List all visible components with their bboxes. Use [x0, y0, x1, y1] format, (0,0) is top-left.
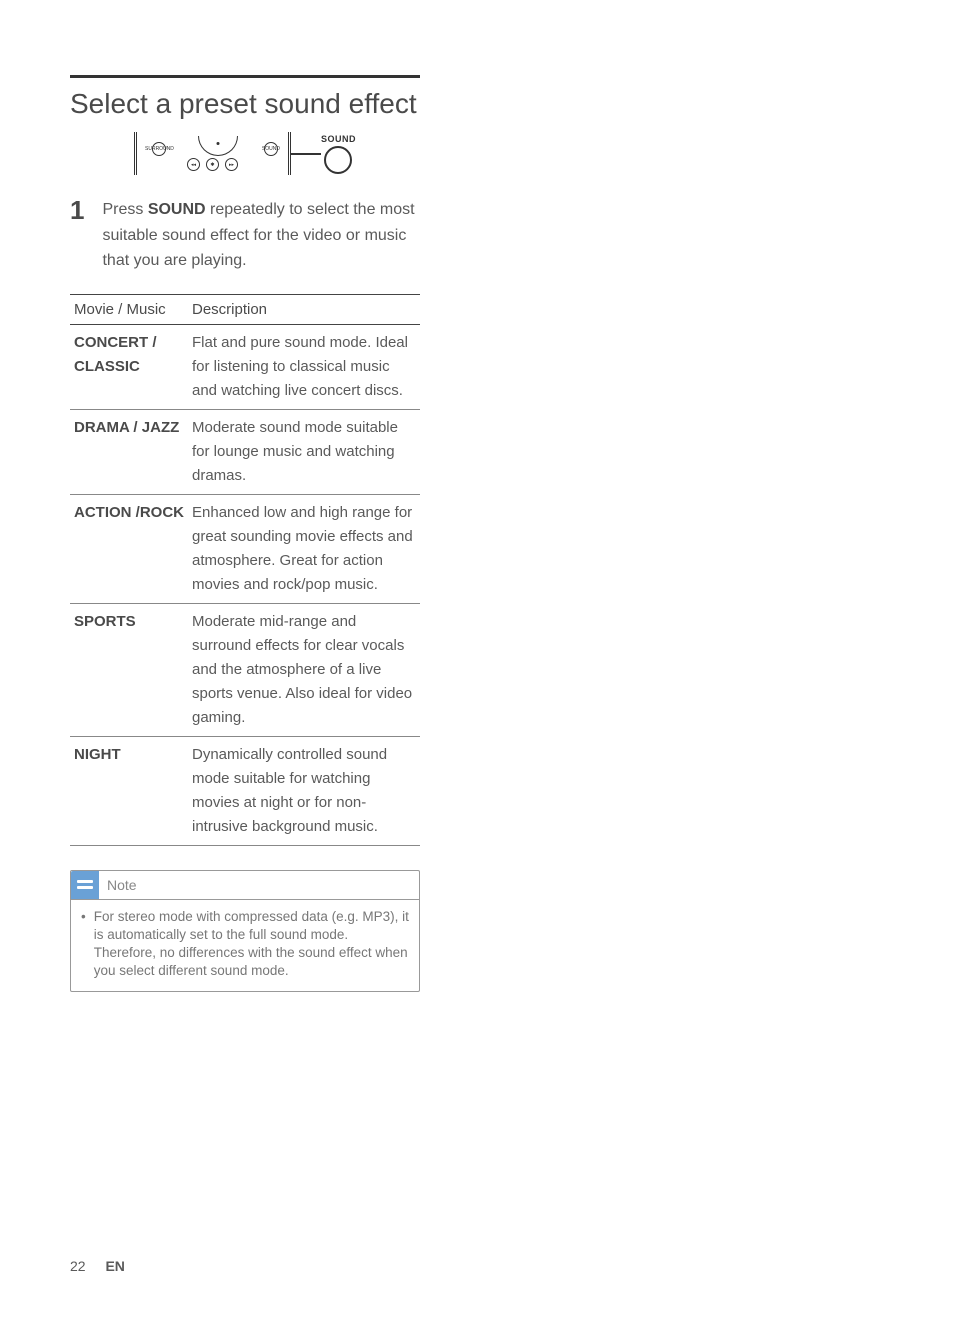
table-row: NIGHT Dynamically controlled sound mode … [70, 736, 420, 845]
table-cell-mode: ACTION /ROCK [70, 494, 188, 603]
note-body: • For stereo mode with compressed data (… [71, 899, 419, 991]
table-row: ACTION /ROCK Enhanced low and high range… [70, 494, 420, 603]
table-cell-mode: NIGHT [70, 736, 188, 845]
table-header-desc: Description [188, 294, 420, 324]
step-bold: SOUND [148, 201, 206, 218]
page-footer: 22 EN [70, 1258, 125, 1274]
remote-small-button-icon: ◂◂ [187, 158, 200, 171]
note-box: Note • For stereo mode with compressed d… [70, 870, 420, 992]
table-cell-desc: Moderate mid-range and surround effects … [188, 603, 420, 736]
page-lang: EN [105, 1258, 124, 1274]
table-row: CONCERT / CLASSIC Flat and pure sound mo… [70, 324, 420, 409]
remote-arc-icon [198, 136, 238, 156]
note-text: For stereo mode with compressed data (e.… [94, 908, 409, 981]
remote-outline: SURROUND SOUND ◂◂ ✱ ▸▸ [134, 132, 291, 175]
note-icon [71, 871, 99, 899]
diagram-sound-button-icon [324, 146, 352, 174]
table-row: DRAMA / JAZZ Moderate sound mode suitabl… [70, 409, 420, 494]
diagram-sound-label: SOUND [321, 134, 356, 144]
bullet-icon: • [81, 908, 86, 981]
diagram-connector-line [291, 153, 321, 155]
remote-small-button-icon: ✱ [206, 158, 219, 171]
step-number: 1 [70, 197, 84, 274]
instruction-step: 1 Press SOUND repeatedly to select the m… [70, 197, 420, 274]
table-cell-mode: CONCERT / CLASSIC [70, 324, 188, 409]
table-header-mode: Movie / Music [70, 294, 188, 324]
table-row: SPORTS Moderate mid-range and surround e… [70, 603, 420, 736]
table-cell-desc: Moderate sound mode suitable for lounge … [188, 409, 420, 494]
step-text: Press SOUND repeatedly to select the mos… [102, 197, 420, 274]
table-cell-mode: DRAMA / JAZZ [70, 409, 188, 494]
step-prefix: Press [102, 201, 147, 218]
table-cell-mode: SPORTS [70, 603, 188, 736]
table-cell-desc: Dynamically controlled sound mode suitab… [188, 736, 420, 845]
table-cell-desc: Flat and pure sound mode. Ideal for list… [188, 324, 420, 409]
page-number: 22 [70, 1258, 86, 1274]
remote-diagram: SURROUND SOUND ◂◂ ✱ ▸▸ SOUND [70, 132, 420, 175]
section-rule [70, 75, 420, 78]
section-heading: Select a preset sound effect [70, 88, 420, 120]
remote-small-button-icon: ▸▸ [225, 158, 238, 171]
table-cell-desc: Enhanced low and high range for great so… [188, 494, 420, 603]
diagram-label-sound: SOUND [262, 146, 280, 152]
sound-modes-table: Movie / Music Description CONCERT / CLAS… [70, 294, 420, 846]
note-title: Note [107, 877, 137, 893]
diagram-label-surround: SURROUND [145, 146, 174, 152]
